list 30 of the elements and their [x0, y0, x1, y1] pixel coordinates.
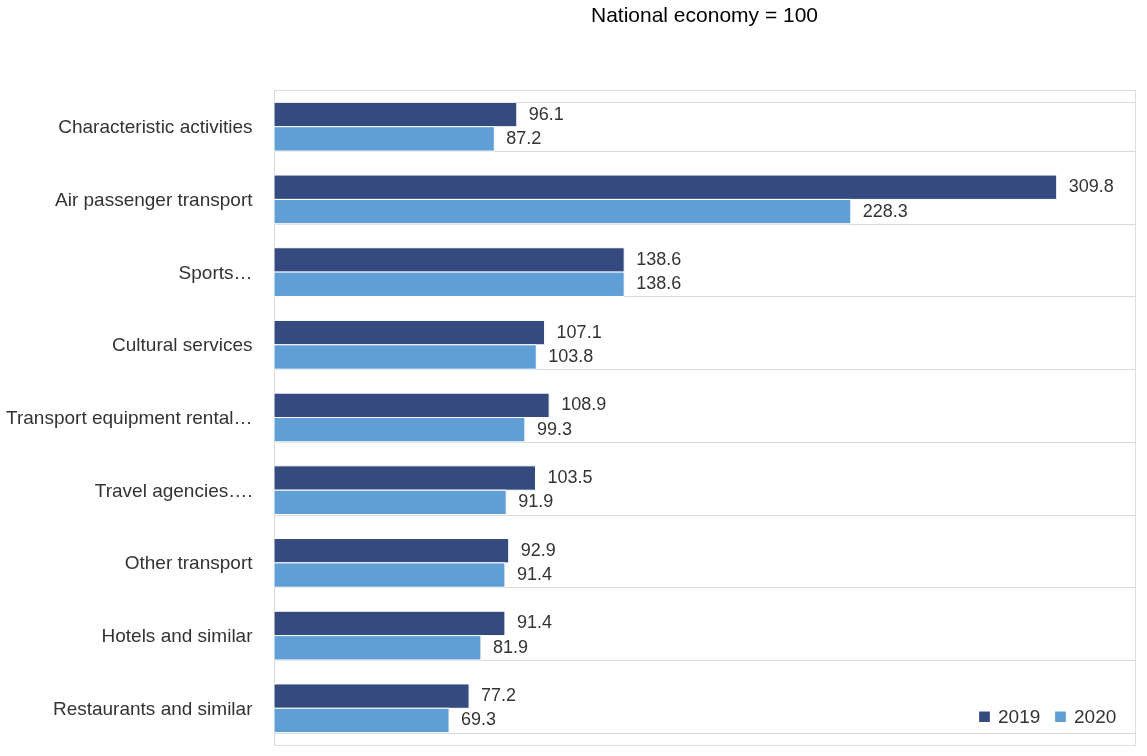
- data-label: 91.9: [518, 491, 554, 512]
- y-tick-label: Hotels and similar: [101, 625, 254, 647]
- data-label: 69.3: [461, 709, 497, 730]
- data-label: 103.8: [548, 345, 594, 366]
- data-label: 108.9: [561, 394, 607, 415]
- y-tick-label: Restaurants and similar: [52, 697, 254, 719]
- y-tick-label: Characteristic activities: [58, 116, 253, 138]
- data-label: 107.1: [556, 321, 602, 342]
- y-tick-label: Travel agencies….: [94, 479, 253, 501]
- y-tick-label: Other transport: [124, 552, 254, 574]
- data-label: 77.2: [481, 685, 517, 706]
- y-tick-label: Sports…: [178, 261, 253, 283]
- chart-title: National economy = 100: [590, 3, 819, 26]
- legend-label: 2020: [1074, 705, 1117, 727]
- data-label: 96.1: [528, 103, 564, 124]
- data-label: 91.4: [516, 612, 552, 633]
- data-label: 92.9: [520, 539, 556, 560]
- data-label: 81.9: [492, 636, 528, 657]
- data-label: 138.6: [636, 248, 682, 269]
- data-label: 103.5: [547, 467, 593, 488]
- data-label: 87.2: [506, 127, 542, 148]
- data-label: 91.4: [516, 564, 552, 585]
- y-tick-label: Air passenger transport: [55, 188, 254, 210]
- data-label: 99.3: [536, 418, 572, 439]
- data-label: 309.8: [1068, 176, 1114, 197]
- data-label: 138.6: [636, 273, 682, 294]
- legend-label: 2019: [998, 705, 1041, 727]
- data-label: 228.3: [862, 200, 908, 221]
- y-tick-label: Transport equipment rental…: [6, 407, 253, 428]
- y-tick-label: Cultural services: [112, 334, 253, 356]
